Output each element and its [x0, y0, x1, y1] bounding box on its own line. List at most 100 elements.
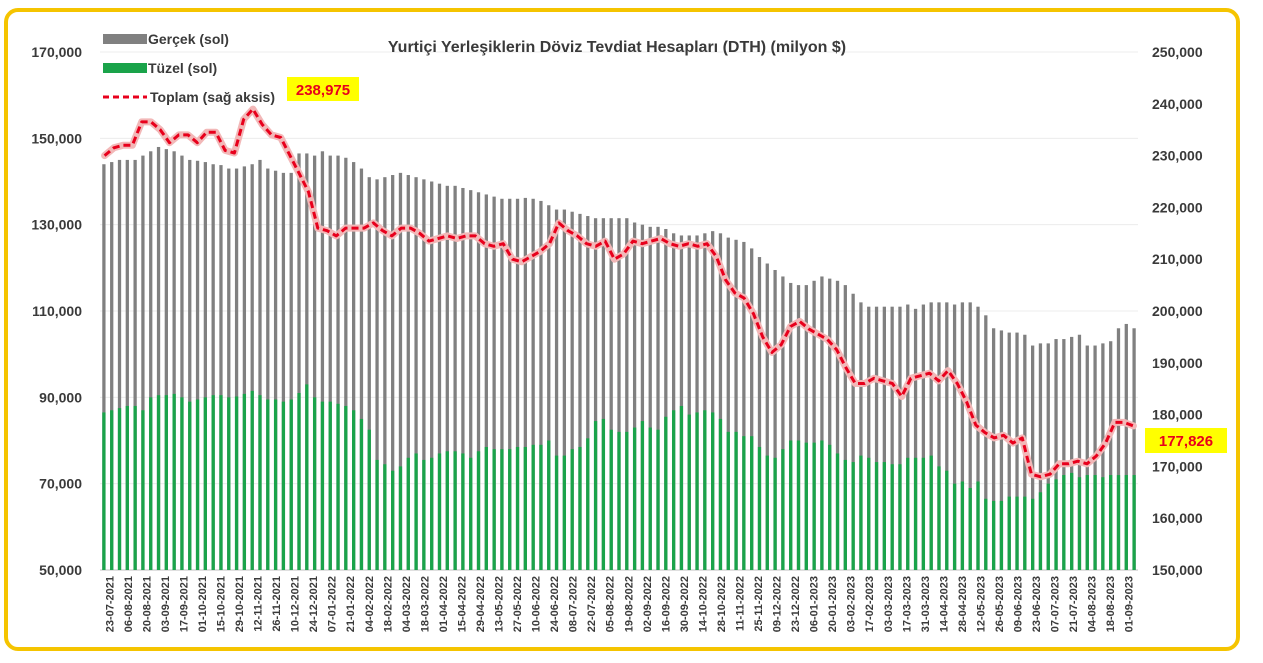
- tuzel-bar: [211, 395, 215, 570]
- tuzel-bar: [289, 399, 293, 570]
- y2-tick-label: 180,000: [1152, 407, 1203, 423]
- tuzel-bar: [398, 466, 403, 570]
- tuzel-bar: [437, 453, 442, 570]
- tuzel-bar: [812, 442, 816, 570]
- tuzel-bar: [750, 436, 754, 570]
- legend: Gerçek (sol) Tüzel (sol) Toplam (sağ aks…: [103, 31, 275, 105]
- tuzel-bar: [898, 464, 902, 570]
- gercek-bar: [586, 216, 590, 571]
- x-tick-label: 02-09-2022: [642, 576, 654, 632]
- right-axis: 150,000 160,000 170,000 180,000 190,000 200,0…: [1152, 44, 1203, 578]
- gercek-bar: [984, 315, 988, 570]
- gercek-bar: [890, 306, 894, 570]
- gercek-bar: [305, 153, 309, 571]
- x-tick-label: 17-02-2023: [864, 576, 876, 632]
- gercek-bar: [117, 159, 122, 570]
- gercek-bar: [781, 276, 785, 570]
- tuzel-bar: [406, 457, 410, 570]
- tuzel-bar: [203, 397, 207, 570]
- x-tick-label: 15-10-2021: [215, 576, 227, 632]
- gercek-bar: [796, 285, 801, 570]
- toplam-line-layer: [101, 105, 1137, 481]
- x-tick-label: 29-10-2021: [234, 576, 246, 632]
- gercek-bar: [1116, 328, 1121, 570]
- gercek-bar: [609, 218, 613, 571]
- gercek-bar: [851, 293, 855, 570]
- tuzel-bar: [929, 455, 933, 570]
- gercek-bar: [1132, 328, 1136, 570]
- gercek-bar: [867, 306, 871, 570]
- tuzel-bar: [234, 396, 239, 570]
- gercek-bar: [734, 239, 738, 570]
- gercek-bar: [835, 280, 840, 570]
- tuzel-bar: [1054, 479, 1058, 570]
- gercek-bar: [913, 308, 918, 570]
- gercek-bar: [383, 177, 387, 570]
- x-tick-label: 01-04-2022: [438, 576, 450, 632]
- tuzel-bar: [281, 401, 286, 570]
- tuzel-bar: [445, 451, 449, 570]
- gercek-bar: [874, 306, 879, 570]
- tuzel-bar: [1046, 483, 1050, 570]
- legend-swatch-gercek: [103, 34, 147, 44]
- gercek-bar: [242, 166, 247, 570]
- gercek-bar: [929, 302, 933, 570]
- tuzel-bar: [906, 457, 910, 570]
- x-tick-label: 11-11-2022: [734, 576, 746, 631]
- gercek-bar: [281, 172, 286, 570]
- x-tick-label: 24-06-2022: [549, 576, 561, 632]
- tuzel-bar: [562, 455, 567, 570]
- tuzel-bar: [1070, 472, 1074, 570]
- tuzel-bar: [539, 444, 543, 570]
- y2-tick-label: 230,000: [1152, 148, 1203, 164]
- tuzel-bar: [1116, 475, 1121, 570]
- tuzel-bar: [781, 449, 785, 570]
- gercek-bar: [406, 175, 410, 570]
- tuzel-bar: [757, 446, 762, 570]
- tuzel-bar: [664, 416, 668, 570]
- gercek-bar: [812, 280, 816, 570]
- gercek-bar: [1015, 332, 1019, 570]
- gercek-bar: [750, 248, 754, 571]
- tuzel-bar: [1062, 475, 1066, 570]
- x-tick-label: 28-04-2023: [957, 576, 969, 632]
- gercek-bar: [180, 155, 184, 570]
- gercek-bar: [531, 198, 535, 570]
- tuzel-bar: [469, 457, 473, 570]
- tuzel-bar: [508, 449, 512, 570]
- tuzel-bar: [593, 421, 598, 570]
- tuzel-bar: [258, 395, 262, 570]
- gercek-bar: [484, 194, 488, 570]
- x-tick-label: 07-01-2022: [327, 576, 339, 632]
- gercek-bar: [671, 233, 676, 571]
- y-tick-label: 90,000: [39, 389, 82, 405]
- gercek-bar: [336, 155, 340, 570]
- tuzel-bar: [133, 405, 137, 570]
- tuzel-bar: [882, 462, 886, 570]
- gercek-bar: [430, 181, 434, 570]
- x-tick-label: 22-07-2022: [586, 576, 598, 632]
- gercek-bar: [469, 190, 473, 570]
- gercek-bar: [640, 224, 645, 570]
- x-tick-label: 05-08-2022: [605, 576, 617, 632]
- x-tick-label: 19-08-2022: [623, 576, 635, 632]
- gercek-bar: [687, 235, 691, 571]
- gercek-bar: [773, 269, 777, 570]
- gercek-bar: [476, 192, 481, 570]
- x-tick-label: 20-01-2023: [827, 576, 839, 632]
- gercek-bar: [344, 157, 348, 570]
- x-tick-label: 18-08-2023: [1105, 576, 1117, 632]
- gercek-bar: [188, 159, 192, 570]
- tuzel-bar: [476, 451, 481, 570]
- gercek-bar: [320, 151, 325, 571]
- gercek-bar: [656, 226, 660, 570]
- x-tick-label: 23-07-2021: [104, 576, 116, 632]
- max-annotation-label: 238,975: [296, 82, 350, 99]
- gercek-bar: [562, 209, 567, 570]
- tuzel-bar: [1109, 475, 1113, 570]
- tuzel-bar: [625, 431, 629, 570]
- tuzel-bar: [515, 446, 520, 570]
- gercek-bar: [617, 218, 621, 571]
- y-tick-label: 70,000: [39, 476, 82, 492]
- tuzel-bar: [547, 440, 551, 570]
